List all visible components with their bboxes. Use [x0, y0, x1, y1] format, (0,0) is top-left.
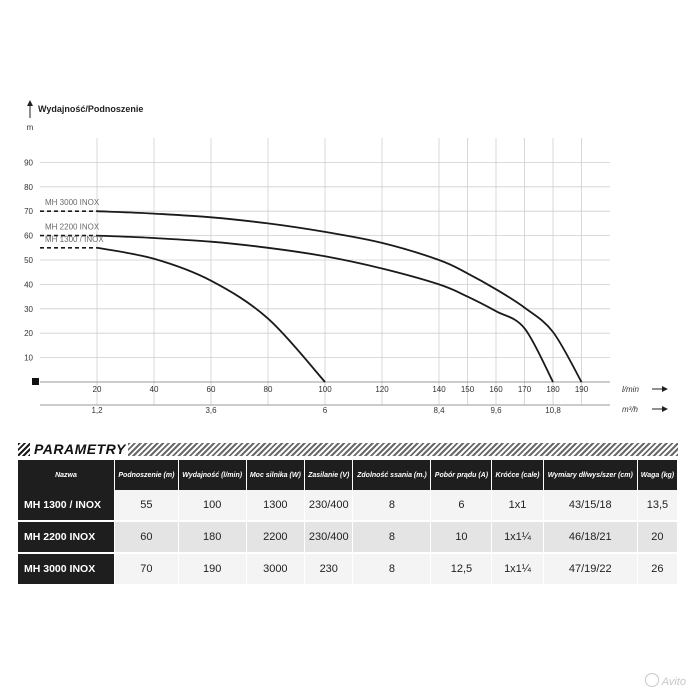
y-tick-label: 70	[24, 207, 33, 216]
x-tick-label: 190	[575, 385, 589, 394]
x-tick-label: 100	[318, 385, 332, 394]
series-line	[96, 234, 554, 383]
x-tick-label: 160	[489, 385, 503, 394]
header-hatch-band	[128, 443, 678, 456]
y-tick-label: 30	[24, 305, 33, 314]
table-cell: 60	[114, 521, 179, 554]
header-cell: Wymiary dł/wys/szer (cm)	[543, 460, 638, 490]
model-name-cell: MH 1300 / INOX	[18, 490, 115, 522]
table-row: MH 1300 / INOX 55 100 1300 230/400 8 6 1…	[18, 490, 679, 522]
table-cell: 1x1¼	[491, 521, 544, 554]
y-axis-unit: m	[27, 123, 34, 132]
series-label: MH 3000 INOX	[45, 198, 100, 207]
table-cell: 1x1	[491, 490, 544, 522]
x-tick-label: 140	[432, 385, 446, 394]
header-cell: Zdolność ssania (m.)	[352, 460, 432, 490]
y-tick-label: 80	[24, 183, 33, 192]
table-cell: 230/400	[304, 490, 354, 522]
series-line	[96, 246, 326, 383]
table-cell: 8	[352, 490, 432, 522]
x-tick-label: 60	[207, 385, 216, 394]
series-line	[96, 210, 583, 383]
parameters-table: Nazwa Podnoszenie (m) Wydajność (l/min) …	[18, 460, 679, 586]
table-cell: 100	[178, 490, 247, 522]
table-cell: 6	[430, 490, 493, 522]
x-tick-label: 180	[546, 385, 560, 394]
y-tick-label: 60	[24, 232, 33, 241]
right-arrow-icon	[662, 406, 668, 412]
header-cell: Wydajność (l/min)	[178, 460, 247, 490]
table-cell: 55	[114, 490, 179, 522]
table-cell: 1300	[246, 490, 306, 522]
header-cell: Moc silnika (W)	[246, 460, 306, 490]
x-secondary-unit: m³/h	[622, 405, 639, 414]
y-tick-label: 50	[24, 256, 33, 265]
table-cell: 190	[178, 553, 247, 586]
x-secondary-tick-label: 1,2	[91, 406, 103, 415]
model-name-cell: MH 2200 INOX	[18, 521, 115, 554]
table-cell: 8	[352, 553, 432, 586]
y-tick-label: 40	[24, 280, 33, 289]
header-cell: Podnoszenie (m)	[114, 460, 179, 490]
watermark-icon	[644, 673, 659, 687]
table-cell: 8	[352, 521, 432, 554]
table-cell: 3000	[246, 553, 306, 586]
table-cell: 180	[178, 521, 247, 554]
y-axis-title: Wydajność/Podnoszenie	[38, 104, 143, 114]
header-hatch-mark	[18, 443, 30, 456]
parameters-title: PARAMETRY	[34, 441, 126, 457]
watermark-text: Avito	[661, 676, 686, 688]
table-cell: 1x1¼	[491, 553, 544, 586]
table-row: MH 3000 INOX 70 190 3000 230 8 12,5 1x1¼…	[18, 553, 679, 586]
x-tick-label: 150	[461, 385, 475, 394]
header-cell: Zasilanie (V)	[304, 460, 354, 490]
y-tick-label: 10	[24, 354, 33, 363]
table-cell: 10	[430, 521, 493, 554]
table-cell: 47/19/22	[543, 553, 638, 586]
up-arrow-icon	[27, 100, 33, 106]
header-cell: Nazwa	[18, 460, 115, 490]
origin-marker	[32, 378, 39, 385]
parameters-section-header: PARAMETRY	[18, 440, 678, 460]
x-axis-unit: l/min	[622, 385, 639, 394]
table-cell: 2200	[246, 521, 306, 554]
y-tick-label: 20	[24, 329, 33, 338]
right-arrow-icon	[662, 386, 668, 392]
table-cell: 12,5	[430, 553, 493, 586]
pump-curve-chart: 10 20 30 40 50 60 70 80 90 20 40 60 80 100 120 140 150 16…	[24, 100, 668, 415]
x-secondary-tick-label: 10,8	[545, 406, 561, 415]
table-cell: 230/400	[304, 521, 354, 554]
model-name-cell: MH 3000 INOX	[18, 553, 115, 586]
table-cell: 26	[637, 553, 679, 586]
x-tick-label: 120	[375, 385, 389, 394]
header-cell: Pobór prądu (A)	[430, 460, 493, 490]
watermark: Avito	[644, 673, 686, 688]
x-secondary-tick-label: 8,4	[433, 406, 445, 415]
series-label: MH 1300 / INOX	[45, 235, 104, 244]
y-tick-label: 90	[24, 158, 33, 167]
table-row: MH 2200 INOX 60 180 2200 230/400 8 10 1x…	[18, 521, 679, 554]
series-label: MH 2200 INOX	[45, 223, 100, 232]
x-tick-label: 170	[518, 385, 532, 394]
table-cell: 46/18/21	[543, 521, 638, 554]
table-header-row: Nazwa Podnoszenie (m) Wydajność (l/min) …	[18, 460, 679, 490]
x-secondary-tick-label: 6	[323, 406, 328, 415]
x-tick-label: 20	[93, 385, 102, 394]
table-cell: 13,5	[637, 490, 679, 522]
x-secondary-tick-label: 3,6	[205, 406, 217, 415]
x-tick-label: 80	[264, 385, 273, 394]
table-cell: 20	[637, 521, 679, 554]
x-tick-label: 40	[150, 385, 159, 394]
table-cell: 43/15/18	[543, 490, 638, 522]
table-cell: 70	[114, 553, 179, 586]
table-cell: 230	[304, 553, 354, 586]
header-cell: Waga (kg)	[637, 460, 679, 490]
x-secondary-tick-label: 9,6	[490, 406, 502, 415]
header-cell: Króćce (cale)	[491, 460, 544, 490]
